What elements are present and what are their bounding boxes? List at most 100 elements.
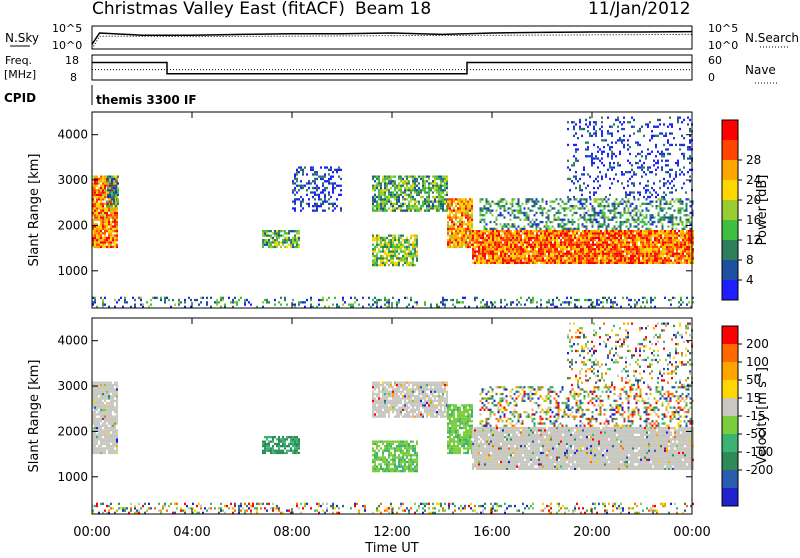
heat-cell — [117, 187, 119, 189]
heat-cell — [320, 198, 322, 200]
heat-cell — [544, 207, 546, 209]
heat-cell — [268, 239, 270, 241]
heat-cell — [444, 185, 446, 187]
heat-cell — [651, 187, 653, 189]
heat-cell — [610, 253, 612, 255]
heat-cell — [113, 187, 115, 189]
heat-cell — [640, 246, 642, 248]
heat-cell — [544, 246, 546, 248]
heat-cell — [598, 237, 600, 239]
heat-cell — [613, 153, 615, 155]
heat-cell — [350, 297, 352, 299]
heat-cell — [689, 128, 691, 130]
heat-cell — [570, 235, 572, 237]
heat-cell — [518, 246, 520, 248]
heat-cell — [608, 244, 610, 246]
heat-cell — [476, 235, 478, 237]
heat-cell — [412, 205, 414, 207]
heat-cell — [677, 162, 679, 164]
heat-cell — [480, 201, 482, 203]
heat-cell — [598, 232, 600, 234]
heat-cell — [600, 239, 602, 241]
heat-cell — [492, 244, 494, 246]
heat-cell — [666, 239, 668, 241]
heat-cell — [680, 232, 682, 234]
heat-cell — [576, 257, 578, 259]
heat-cell — [532, 301, 534, 303]
heat-cell — [601, 135, 603, 137]
heat-cell — [645, 189, 647, 191]
heat-cell — [100, 185, 102, 187]
heat-cell — [616, 248, 618, 250]
heat-cell — [98, 244, 100, 246]
heat-cell — [568, 260, 570, 262]
heat-cell — [310, 166, 312, 168]
heat-cell — [100, 425, 102, 427]
heat-cell — [631, 176, 633, 178]
heat-cell — [600, 260, 602, 262]
heat-cell — [668, 246, 670, 248]
heat-cell — [618, 257, 620, 259]
heat-cell — [642, 237, 644, 239]
heat-cell — [120, 297, 122, 299]
heat-cell — [601, 178, 603, 180]
heat-cell — [510, 304, 512, 306]
heat-cell — [570, 248, 572, 250]
heat-cell — [104, 176, 106, 178]
heat-cell — [451, 239, 453, 241]
heat-cell — [680, 198, 682, 200]
heat-cell — [676, 262, 678, 264]
heat-cell — [630, 214, 632, 216]
heat-cell — [558, 225, 560, 227]
heat-cell — [642, 244, 644, 246]
heat-cell — [595, 155, 597, 157]
heat-cell — [614, 262, 616, 264]
heat-cell — [584, 255, 586, 257]
heat-cell — [384, 237, 386, 239]
heat-cell — [380, 207, 382, 209]
heat-cell — [558, 260, 560, 262]
heat-cell — [631, 117, 633, 119]
heat-cell — [658, 237, 660, 239]
heat-cell — [461, 205, 463, 207]
heat-cell — [631, 164, 633, 166]
heat-cell — [550, 255, 552, 257]
heat-cell — [94, 301, 96, 303]
colorbar-swatch — [722, 160, 738, 181]
heat-cell — [544, 230, 546, 232]
heat-cell — [613, 162, 615, 164]
heat-cell — [684, 262, 686, 264]
heat-cell — [382, 194, 384, 196]
heat-cell — [660, 210, 662, 212]
heat-cell — [449, 246, 451, 248]
heat-cell — [392, 239, 394, 241]
heat-cell — [666, 212, 668, 214]
heat-cell — [396, 264, 398, 266]
heat-cell — [408, 176, 410, 178]
heat-cell — [116, 225, 118, 227]
heat-cell — [573, 135, 575, 137]
heat-cell — [394, 185, 396, 187]
heat-cell — [560, 248, 562, 250]
heat-cell — [668, 216, 670, 218]
heat-cell — [504, 299, 506, 301]
heat-cell — [593, 126, 595, 128]
heat-cell — [382, 203, 384, 205]
heat-cell — [660, 237, 662, 239]
heat-cell — [112, 216, 114, 218]
heat-cell — [594, 250, 596, 252]
heat-cell — [292, 241, 294, 243]
heat-cell — [642, 297, 644, 299]
heat-cell — [643, 135, 645, 137]
heat-cell — [560, 260, 562, 262]
heat-cell — [590, 230, 592, 232]
heat-cell — [508, 223, 510, 225]
heat-cell — [461, 228, 463, 230]
heat-cell — [624, 235, 626, 237]
heat-cell — [386, 237, 388, 239]
heat-cell — [422, 185, 424, 187]
heat-cell — [530, 230, 532, 232]
heat-cell — [518, 237, 520, 239]
heat-cell — [264, 230, 266, 232]
heat-cell — [622, 244, 624, 246]
